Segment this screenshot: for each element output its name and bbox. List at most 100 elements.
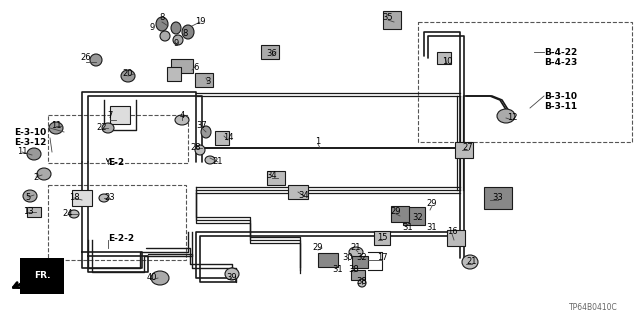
Text: 21: 21 bbox=[212, 157, 223, 166]
Text: B-3-11: B-3-11 bbox=[544, 102, 577, 111]
Ellipse shape bbox=[225, 268, 239, 280]
Text: 4: 4 bbox=[179, 110, 184, 119]
Text: 20: 20 bbox=[123, 69, 133, 78]
Text: 36: 36 bbox=[267, 50, 277, 59]
Text: E-2: E-2 bbox=[108, 158, 124, 167]
Text: 28: 28 bbox=[191, 143, 202, 153]
Text: 16: 16 bbox=[447, 228, 458, 236]
Text: 3: 3 bbox=[205, 77, 211, 86]
Text: 30: 30 bbox=[342, 253, 353, 262]
Text: 21: 21 bbox=[467, 258, 477, 267]
Bar bbox=[48, 185, 186, 260]
Text: 22: 22 bbox=[97, 124, 108, 132]
Text: 24: 24 bbox=[63, 210, 73, 219]
Text: 29: 29 bbox=[391, 207, 401, 217]
Text: 37: 37 bbox=[196, 122, 207, 131]
Text: 13: 13 bbox=[22, 207, 33, 217]
Text: 29: 29 bbox=[313, 244, 323, 252]
Text: 38: 38 bbox=[356, 277, 367, 286]
Text: 12: 12 bbox=[507, 114, 517, 123]
Bar bbox=[455, 142, 473, 158]
Text: 29: 29 bbox=[427, 199, 437, 209]
Ellipse shape bbox=[195, 145, 205, 155]
Text: 31: 31 bbox=[427, 223, 437, 233]
Text: E-3-12: E-3-12 bbox=[14, 138, 46, 147]
Bar bbox=[383, 11, 401, 29]
Ellipse shape bbox=[173, 35, 183, 45]
Text: TP64B0410C: TP64B0410C bbox=[569, 303, 618, 312]
Bar bbox=[403, 207, 425, 225]
Text: 8: 8 bbox=[182, 29, 188, 38]
Ellipse shape bbox=[175, 115, 189, 125]
Ellipse shape bbox=[156, 17, 168, 31]
Ellipse shape bbox=[69, 210, 79, 218]
Ellipse shape bbox=[27, 148, 41, 160]
Ellipse shape bbox=[49, 122, 63, 134]
Bar bbox=[391, 206, 409, 222]
Ellipse shape bbox=[182, 25, 194, 39]
Bar bbox=[110, 106, 130, 124]
Bar bbox=[484, 187, 512, 209]
Text: 5: 5 bbox=[26, 193, 31, 202]
Text: 15: 15 bbox=[377, 233, 387, 242]
Text: 27: 27 bbox=[463, 143, 474, 153]
Text: 9: 9 bbox=[149, 23, 155, 33]
Ellipse shape bbox=[160, 31, 170, 41]
Text: 6: 6 bbox=[193, 62, 198, 71]
Text: 2: 2 bbox=[33, 172, 38, 181]
Text: B-4-22: B-4-22 bbox=[544, 48, 577, 57]
Text: 39: 39 bbox=[227, 274, 237, 283]
Ellipse shape bbox=[358, 279, 366, 287]
Text: B-4-23: B-4-23 bbox=[544, 58, 577, 67]
Text: 38: 38 bbox=[349, 266, 360, 275]
Bar bbox=[167, 67, 181, 81]
Bar bbox=[352, 256, 368, 268]
Ellipse shape bbox=[121, 70, 135, 82]
Text: 7: 7 bbox=[108, 111, 113, 121]
Text: FR.: FR. bbox=[34, 271, 51, 281]
Ellipse shape bbox=[349, 247, 363, 257]
Text: 40: 40 bbox=[147, 274, 157, 283]
Text: 21: 21 bbox=[351, 244, 361, 252]
Ellipse shape bbox=[90, 54, 102, 66]
Text: B-3-10: B-3-10 bbox=[544, 92, 577, 101]
Text: 10: 10 bbox=[442, 58, 452, 67]
Bar bbox=[27, 207, 41, 217]
Ellipse shape bbox=[201, 126, 211, 138]
Text: E-3-10: E-3-10 bbox=[14, 128, 46, 137]
Bar bbox=[171, 59, 193, 73]
Ellipse shape bbox=[37, 168, 51, 180]
Bar bbox=[418, 22, 632, 142]
Text: 1: 1 bbox=[316, 138, 321, 147]
Ellipse shape bbox=[462, 255, 478, 269]
Ellipse shape bbox=[99, 194, 109, 202]
Text: 35: 35 bbox=[383, 13, 394, 22]
Text: 34: 34 bbox=[267, 172, 277, 180]
Text: 11: 11 bbox=[51, 122, 61, 131]
Ellipse shape bbox=[23, 190, 37, 202]
Text: 32: 32 bbox=[413, 213, 423, 222]
Bar bbox=[261, 45, 279, 59]
Ellipse shape bbox=[151, 271, 169, 285]
Text: 34: 34 bbox=[299, 191, 309, 201]
Text: 19: 19 bbox=[195, 18, 205, 27]
Bar bbox=[351, 270, 365, 280]
Ellipse shape bbox=[205, 156, 215, 164]
Text: E-2-2: E-2-2 bbox=[108, 234, 134, 243]
Bar bbox=[447, 230, 465, 246]
Text: 31: 31 bbox=[403, 223, 413, 233]
Bar bbox=[318, 253, 338, 267]
Text: 9: 9 bbox=[173, 39, 179, 49]
Text: 32: 32 bbox=[356, 253, 367, 262]
Text: 8: 8 bbox=[159, 13, 164, 22]
Bar bbox=[195, 73, 213, 87]
Text: 33: 33 bbox=[493, 194, 504, 203]
Ellipse shape bbox=[497, 109, 515, 123]
Ellipse shape bbox=[102, 123, 114, 133]
Text: 26: 26 bbox=[81, 53, 92, 62]
Text: 14: 14 bbox=[223, 133, 233, 142]
Text: 23: 23 bbox=[105, 194, 115, 203]
Text: 18: 18 bbox=[68, 194, 79, 203]
Bar bbox=[437, 52, 451, 64]
Text: 11: 11 bbox=[17, 148, 28, 156]
